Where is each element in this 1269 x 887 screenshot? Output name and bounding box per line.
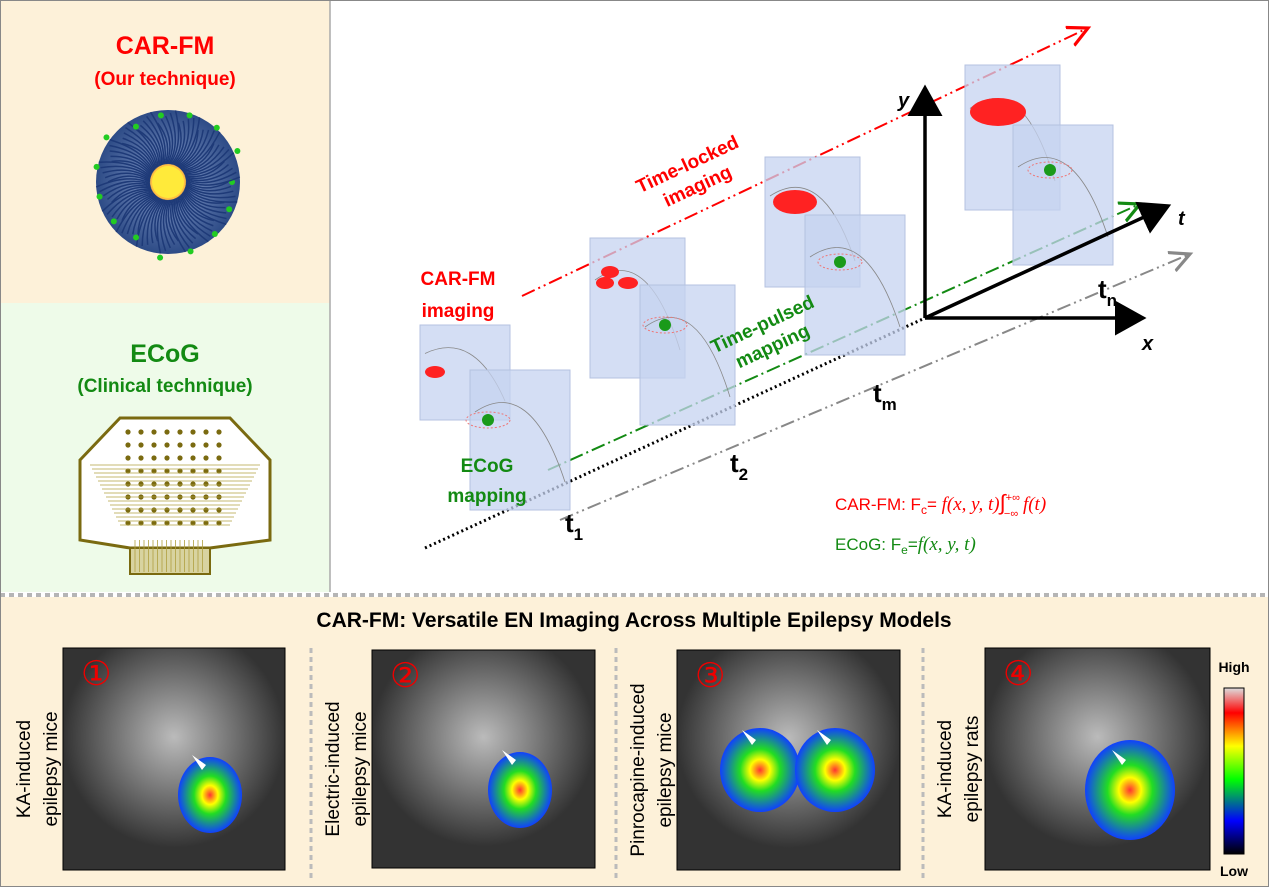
green-signal-dot — [834, 256, 846, 268]
carfm-imaging-label: CAR-FM imaging — [421, 269, 496, 322]
panel-label: Electric-induced epilepsy mice — [323, 701, 371, 836]
xyt-axes — [907, 84, 1172, 336]
t-axis-label: t — [1178, 208, 1186, 230]
green-signal-dot — [659, 319, 671, 331]
heatmap-overlay — [178, 757, 242, 833]
panel-number: ④ — [1003, 655, 1033, 693]
nanoparticle-icon — [93, 110, 241, 261]
time-locked-label: Time-locked imaging — [633, 132, 742, 212]
svg-text:mapping: mapping — [447, 486, 526, 507]
heatmap-overlay — [795, 728, 875, 812]
x-axis-label: x — [1141, 333, 1154, 355]
svg-text:CAR-FM: CAR-FM — [421, 269, 496, 290]
time-label-t2: t2 — [730, 448, 748, 484]
arrowhead-marker — [1112, 750, 1126, 765]
model-panel-1: ① KA-induced epilepsy mice — [14, 647, 286, 871]
brain-image — [62, 647, 286, 871]
carfm-subtitle: (Our technique) — [94, 69, 235, 90]
brain-image — [371, 649, 596, 869]
panel-number: ② — [390, 657, 420, 695]
panel-label: KA-induced epilepsy rats — [935, 716, 983, 823]
model-panel-4: ④ KA-induced epilepsy rats — [935, 647, 1211, 871]
colorbar: High Low — [1218, 659, 1249, 879]
red-signal-blob — [970, 98, 1026, 126]
arrowhead-marker — [502, 750, 516, 765]
ecog-mapping-label: ECoG mapping — [447, 456, 526, 507]
arrowhead-marker — [817, 730, 831, 745]
ecog-electrode-grid-icon — [78, 416, 272, 575]
ecog-slice — [469, 369, 571, 511]
time-gray-line — [559, 254, 1190, 521]
time-label-tn: tn — [1098, 274, 1117, 310]
model-panel-3: ③ Pinrocapine-induced epilepsy mice — [628, 649, 901, 871]
y-axis-label: y — [897, 90, 910, 112]
time-label-t1: t1 — [565, 508, 583, 544]
green-signal-dot — [1044, 164, 1056, 176]
red-signal-blob — [773, 190, 817, 214]
red-signal-blob — [618, 277, 638, 289]
red-signal-blob — [601, 266, 619, 278]
time-label-tm: tm — [873, 378, 897, 414]
panel-label: KA-induced epilepsy mice — [14, 711, 62, 826]
heatmap-overlay — [720, 728, 800, 812]
model-panel-2: ② Electric-induced epilepsy mice — [323, 649, 596, 869]
svg-text:ECoG: ECoG — [461, 456, 514, 477]
colorbar-high-label: High — [1218, 659, 1249, 675]
panel-number: ③ — [695, 657, 725, 695]
colorbar-low-label: Low — [1220, 863, 1248, 879]
ecog-slice — [639, 284, 736, 426]
ecog-title: ECoG — [130, 340, 199, 368]
red-signal-blob — [596, 277, 614, 289]
panel-number: ① — [81, 655, 111, 693]
carfm-formula: CAR-FM: Fc= f(x, y, t)∫+∞ −∞ f(t) — [835, 490, 1046, 520]
brain-slices — [419, 64, 1114, 511]
ecog-formula: ECoG: Fe=f(x, y, t) — [835, 534, 976, 557]
svg-text:imaging: imaging — [422, 301, 495, 322]
arrowhead-marker — [192, 755, 206, 770]
arrowhead-marker — [742, 730, 756, 745]
green-signal-dot — [482, 414, 494, 426]
carfm-title: CAR-FM — [116, 32, 215, 60]
heatmap-overlay — [1085, 740, 1175, 840]
bottom-title: CAR-FM: Versatile EN Imaging Across Mult… — [316, 609, 951, 632]
ecog-slice — [1012, 124, 1114, 266]
red-signal-blob — [425, 366, 445, 378]
panel-label: Pinrocapine-induced epilepsy mice — [628, 683, 676, 856]
ecog-slice — [804, 214, 906, 356]
ecog-subtitle: (Clinical technique) — [77, 376, 252, 397]
heatmap-overlay — [488, 752, 552, 828]
